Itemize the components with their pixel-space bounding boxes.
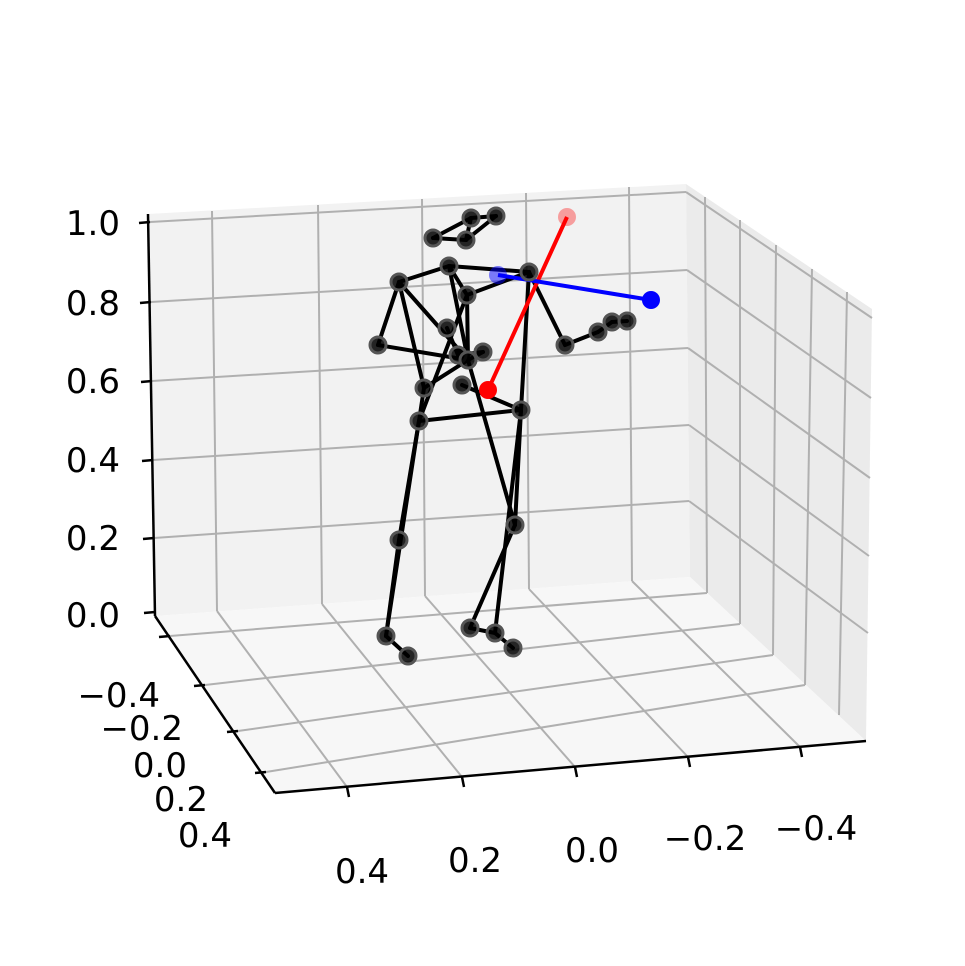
- skeleton-joints: [368, 206, 660, 666]
- grid-lines: [149, 186, 873, 788]
- z-tick-label: 0.4: [66, 441, 120, 481]
- joint-chest: [457, 285, 477, 305]
- skeleton-bone: [466, 358, 517, 527]
- red-vector-start-point: [479, 381, 497, 399]
- skeleton-bone: [465, 293, 470, 362]
- joint-pelvis-left: [414, 378, 434, 398]
- skeleton-bone: [447, 264, 531, 274]
- blue-vector-end-point: [642, 291, 660, 309]
- joint-right-elbow: [437, 318, 457, 338]
- y-tick-label: 0.2: [154, 780, 208, 820]
- z-tick-labels: 0.0 0.2 0.4 0.6 0.8 1.0: [66, 204, 120, 636]
- joint-right-hip: [409, 411, 429, 431]
- y-axis-line: [153, 615, 277, 794]
- x-tick-labels: 0.4 0.2 0.0 −0.2 −0.4: [335, 809, 857, 892]
- pane-floor: [155, 577, 866, 793]
- z-tick-label: 0.6: [66, 362, 120, 402]
- joint-pelvis-mid: [452, 375, 472, 395]
- z-tick-label: 0.0: [66, 596, 120, 636]
- skeleton-bone: [384, 419, 421, 638]
- y-tick-label: −0.2: [100, 709, 183, 749]
- joint-right-knee: [389, 530, 409, 550]
- joint-hand-cluster-b: [458, 350, 478, 370]
- skeleton-bone: [376, 280, 401, 347]
- x-tick-label: 0.0: [565, 831, 619, 871]
- joint-left-toe: [503, 638, 523, 658]
- x-tick-label: 0.4: [335, 852, 389, 892]
- joint-left-knee: [505, 515, 525, 535]
- joint-right-hand: [368, 335, 388, 355]
- x-tick-label: 0.2: [448, 841, 502, 881]
- joint-left-heel: [460, 618, 480, 638]
- pane-back-left: [148, 184, 690, 616]
- y-tick-label: 0.4: [178, 816, 232, 856]
- skeleton-bone: [397, 280, 426, 390]
- joint-left-hand-3: [617, 311, 637, 331]
- x-axis-line: [274, 739, 867, 795]
- red-vector: [486, 216, 569, 391]
- joint-right-shoulder: [389, 272, 409, 292]
- tick-marks: [138, 220, 804, 798]
- joint-head-top-left: [423, 228, 443, 248]
- skeleton-bone: [519, 270, 531, 412]
- joint-head-top-right: [486, 206, 506, 226]
- y-tick-label: 0.0: [133, 746, 187, 786]
- z-tick-label: 0.2: [66, 519, 120, 559]
- joint-neck: [439, 256, 459, 276]
- y-tick-label: −0.4: [77, 676, 160, 716]
- blue-vector-start-point: [489, 266, 507, 284]
- skeleton-bone: [417, 293, 469, 423]
- joint-left-ankle: [485, 623, 505, 643]
- joint-right-ankle: [376, 626, 396, 646]
- x-tick-label: −0.2: [664, 819, 747, 859]
- z-tick-label: 0.8: [66, 284, 120, 324]
- red-vector-end-point: [558, 208, 576, 226]
- axis-lines: [146, 213, 867, 795]
- skeleton-bone: [417, 408, 523, 423]
- x-tick-label: −0.4: [775, 809, 858, 849]
- joint-hand-cluster-c: [473, 342, 493, 362]
- joint-head-bottom: [456, 230, 476, 250]
- joint-head-top-mid: [461, 208, 481, 228]
- joint-right-toe: [398, 646, 418, 666]
- joint-left-shoulder: [519, 262, 539, 282]
- y-tick-labels: −0.4−0.20.00.20.4: [77, 676, 232, 856]
- z-axis-line: [146, 213, 157, 617]
- joint-left-hip: [511, 400, 531, 420]
- joint-left-hand-1: [588, 322, 608, 342]
- joint-left-elbow: [555, 335, 575, 355]
- z-tick-label: 1.0: [66, 204, 120, 244]
